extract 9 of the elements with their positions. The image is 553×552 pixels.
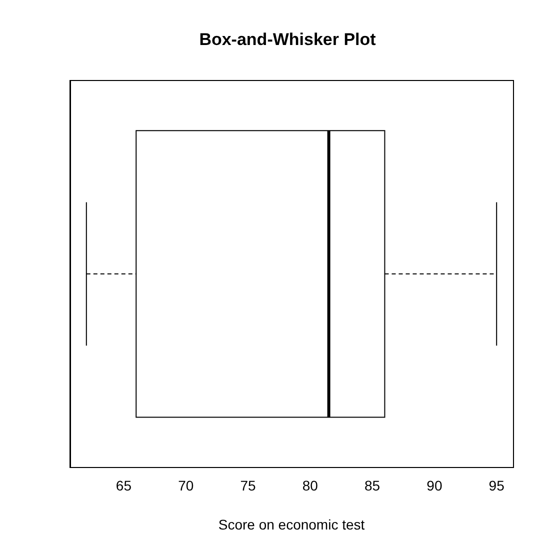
x-tick-label: 90: [426, 478, 442, 494]
x-axis-title: Score on economic test: [218, 516, 365, 532]
x-tick-label: 70: [178, 478, 194, 494]
x-tick-label: 80: [302, 478, 318, 494]
x-tick-label: 85: [364, 478, 380, 494]
x-tick-label: 65: [116, 478, 132, 494]
chart-title: Box-and-Whisker Plot: [199, 30, 376, 49]
x-tick-label: 75: [240, 478, 256, 494]
x-tick-label: 95: [488, 478, 505, 494]
